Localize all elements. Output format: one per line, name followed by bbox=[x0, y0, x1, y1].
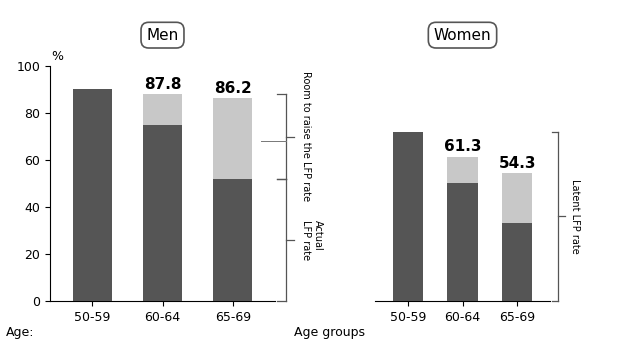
Text: Latent LFP rate: Latent LFP rate bbox=[570, 179, 580, 254]
Text: %: % bbox=[51, 51, 63, 63]
Bar bbox=[214, 179, 252, 301]
Text: Age groups: Age groups bbox=[294, 326, 365, 339]
Bar bbox=[448, 183, 478, 301]
Bar bbox=[502, 224, 532, 301]
Text: Actual
LFP rate: Actual LFP rate bbox=[301, 220, 322, 260]
Bar bbox=[502, 173, 532, 224]
Text: 87.8: 87.8 bbox=[144, 77, 181, 92]
Text: Age:: Age: bbox=[6, 326, 35, 339]
Text: Women: Women bbox=[434, 28, 491, 43]
Text: 54.3: 54.3 bbox=[499, 156, 536, 171]
Text: 61.3: 61.3 bbox=[444, 139, 481, 154]
Text: 86.2: 86.2 bbox=[214, 81, 252, 96]
Bar bbox=[143, 94, 182, 125]
Bar bbox=[448, 157, 478, 183]
Text: Room to raise the LFP rate: Room to raise the LFP rate bbox=[301, 72, 311, 202]
Bar bbox=[143, 125, 182, 301]
Bar bbox=[73, 89, 111, 301]
Bar bbox=[214, 98, 252, 179]
Bar bbox=[392, 131, 423, 301]
Text: Men: Men bbox=[146, 28, 179, 43]
